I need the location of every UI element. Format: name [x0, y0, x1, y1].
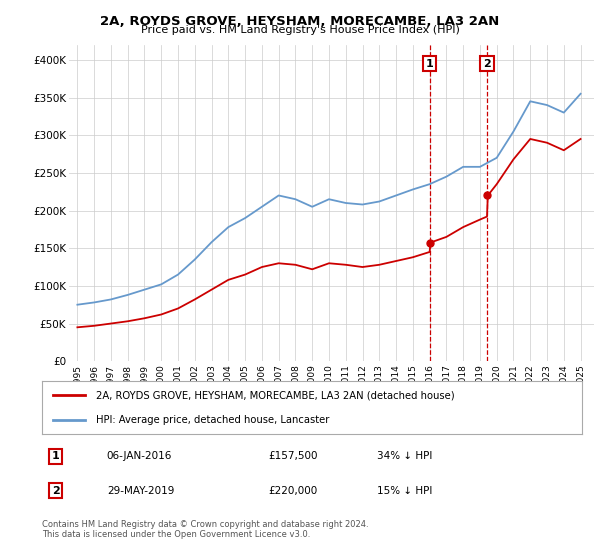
Text: 29-MAY-2019: 29-MAY-2019: [107, 486, 174, 496]
Text: £157,500: £157,500: [269, 451, 319, 461]
Text: Price paid vs. HM Land Registry's House Price Index (HPI): Price paid vs. HM Land Registry's House …: [140, 25, 460, 35]
Text: £220,000: £220,000: [269, 486, 318, 496]
Text: HPI: Average price, detached house, Lancaster: HPI: Average price, detached house, Lanc…: [96, 414, 329, 424]
Text: 06-JAN-2016: 06-JAN-2016: [107, 451, 172, 461]
Text: 34% ↓ HPI: 34% ↓ HPI: [377, 451, 432, 461]
Text: 15% ↓ HPI: 15% ↓ HPI: [377, 486, 432, 496]
Text: 2A, ROYDS GROVE, HEYSHAM, MORECAMBE, LA3 2AN (detached house): 2A, ROYDS GROVE, HEYSHAM, MORECAMBE, LA3…: [96, 390, 455, 400]
Text: 1: 1: [426, 59, 433, 69]
Text: 2A, ROYDS GROVE, HEYSHAM, MORECAMBE, LA3 2AN: 2A, ROYDS GROVE, HEYSHAM, MORECAMBE, LA3…: [100, 15, 500, 28]
Text: 1: 1: [52, 451, 59, 461]
Text: 2: 2: [483, 59, 491, 69]
Text: Contains HM Land Registry data © Crown copyright and database right 2024.
This d: Contains HM Land Registry data © Crown c…: [42, 520, 368, 539]
Text: 2: 2: [52, 486, 59, 496]
